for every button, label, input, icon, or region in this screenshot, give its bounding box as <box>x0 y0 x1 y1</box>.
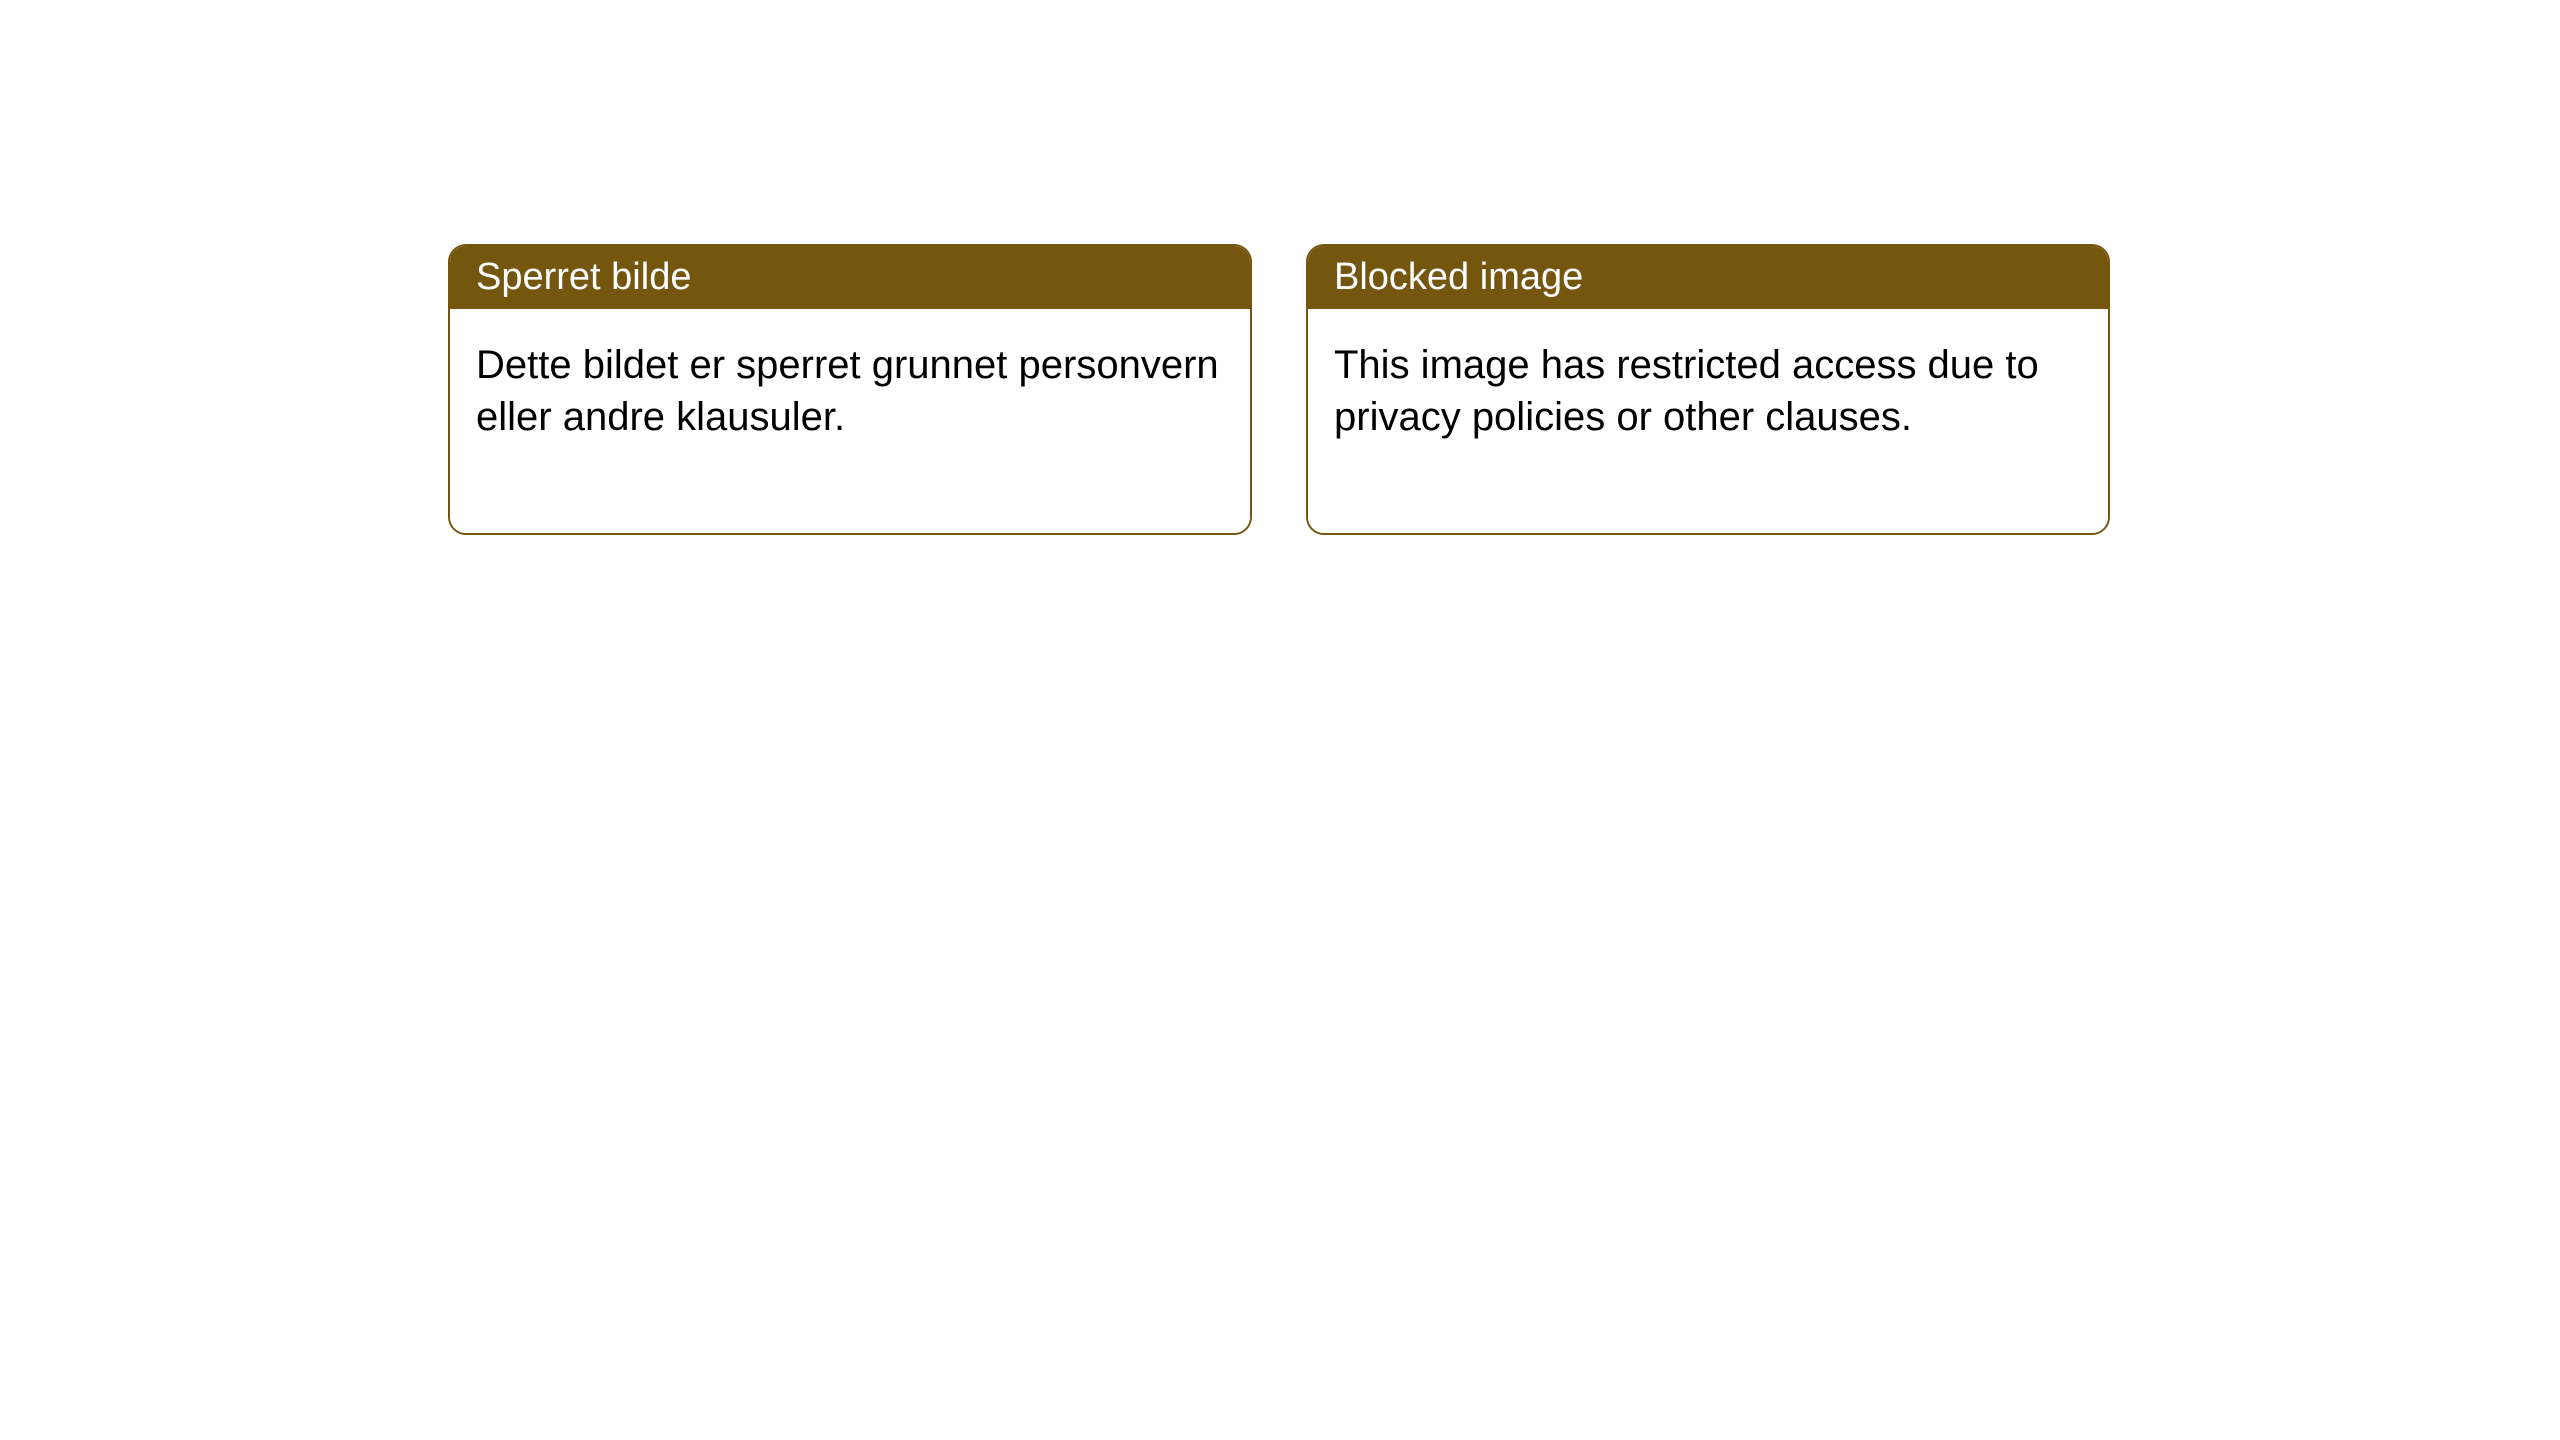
notice-header: Sperret bilde <box>450 246 1250 309</box>
notice-body: Dette bildet er sperret grunnet personve… <box>450 309 1250 533</box>
notices-container: Sperret bilde Dette bildet er sperret gr… <box>448 244 2110 535</box>
notice-title: Blocked image <box>1334 256 1583 298</box>
notice-text: This image has restricted access due to … <box>1334 339 2082 443</box>
notice-text: Dette bildet er sperret grunnet personve… <box>476 339 1224 443</box>
notice-header: Blocked image <box>1308 246 2108 309</box>
notice-box-norwegian: Sperret bilde Dette bildet er sperret gr… <box>448 244 1252 535</box>
notice-title: Sperret bilde <box>476 256 691 298</box>
notice-box-english: Blocked image This image has restricted … <box>1306 244 2110 535</box>
notice-body: This image has restricted access due to … <box>1308 309 2108 533</box>
